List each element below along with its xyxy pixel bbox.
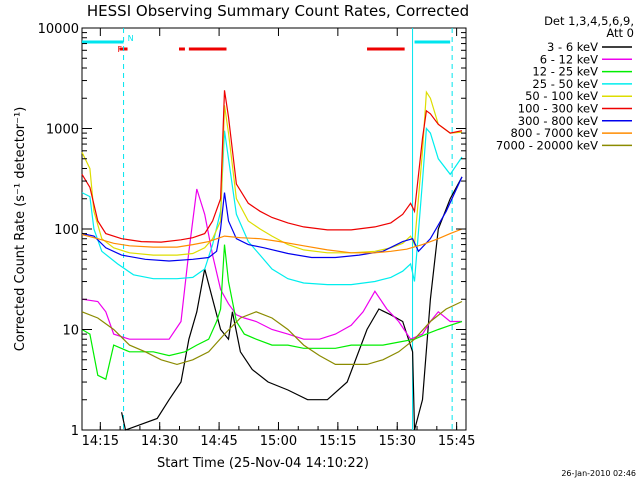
- x-tick-label: 14:15: [82, 434, 119, 449]
- series-line: [81, 90, 463, 243]
- y-tick-label: 1: [71, 424, 79, 439]
- legend-label: 12 - 25 keV: [532, 65, 598, 79]
- x-axis-label: Start Time (25-Nov-04 14:10:22): [157, 456, 369, 471]
- x-tick-label: 15:45: [438, 434, 475, 449]
- chart-title: HESSI Observing Summary Count Rates, Cor…: [87, 2, 469, 20]
- timestamp: 26-Jan-2010 02:46: [561, 469, 636, 478]
- series-line: [81, 300, 463, 366]
- flag-bars: FN: [82, 34, 451, 54]
- x-tick-label: 14:30: [141, 434, 178, 449]
- y-axis-label: Corrected Count Rate (s⁻¹ detector⁻¹): [13, 107, 28, 352]
- series-line: [81, 228, 463, 254]
- y-tick-label: 10: [62, 324, 79, 339]
- series-lines: [81, 90, 463, 431]
- legend-label: 100 - 300 keV: [518, 102, 598, 116]
- x-tick-label: 15:00: [260, 434, 297, 449]
- legend-label: 3 - 6 keV: [547, 40, 598, 54]
- y-tick-label: 1000: [46, 123, 79, 138]
- series-line: [81, 244, 463, 381]
- y-axis-label-group: Corrected Count Rate (s⁻¹ detector⁻¹): [13, 107, 28, 352]
- legend-label: 6 - 12 keV: [540, 52, 598, 66]
- series-line: [81, 127, 463, 286]
- series-line: [81, 188, 462, 340]
- legend-header: Det 1,3,4,5,6,9,: [544, 14, 634, 28]
- y-tick-label: 100: [54, 223, 79, 238]
- x-tick-label: 15:30: [379, 434, 416, 449]
- x-tick-label: 14:45: [200, 434, 237, 449]
- series-line: [81, 176, 463, 262]
- y-tick-label: 10000: [38, 22, 79, 37]
- y-axis: 1 10 100 1000 10000: [38, 22, 466, 439]
- legend-label: 50 - 100 keV: [525, 89, 598, 103]
- series-line: [121, 176, 463, 431]
- x-tick-label: 15:15: [319, 434, 356, 449]
- x-axis: 14:15 14:30 14:45 15:00 15:15 15:30 15:45: [82, 28, 475, 449]
- legend-header: Att 0: [606, 26, 634, 40]
- plot-frame: [81, 27, 467, 431]
- legend-label: 300 - 800 keV: [518, 114, 598, 128]
- flag-label: N: [128, 34, 134, 43]
- night-boundaries: [123, 28, 453, 430]
- flag-label: F: [118, 45, 123, 54]
- legend-label: 800 - 7000 keV: [510, 126, 598, 140]
- legend-label: 25 - 50 keV: [532, 77, 598, 91]
- legend-label: 7000 - 20000 keV: [496, 138, 598, 152]
- series-line: [81, 90, 463, 256]
